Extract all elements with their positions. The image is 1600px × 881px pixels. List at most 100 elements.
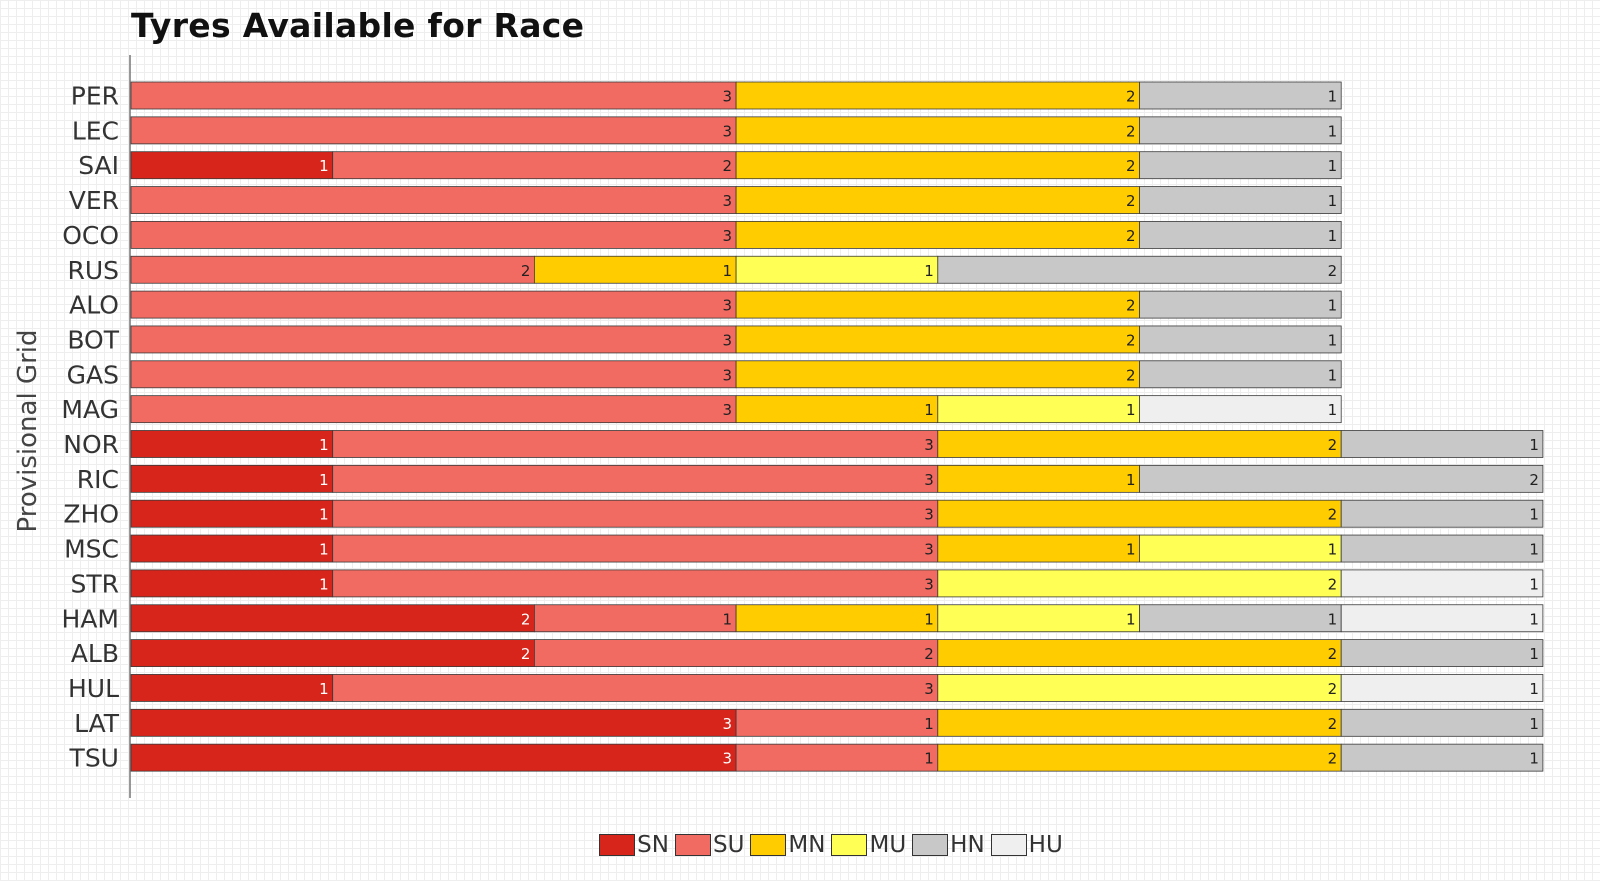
bar-oco-su: [130, 220, 737, 249]
bar-zho-hn: [1340, 499, 1544, 528]
data-label-bot-su: 3: [723, 331, 733, 349]
data-label-oco-hn: 1: [1328, 227, 1338, 245]
bar-msc-su: [332, 534, 939, 563]
data-label-rus-mn: 1: [723, 262, 733, 280]
data-label-mag-hu: 1: [1328, 401, 1338, 419]
legend-swatch-hn: [912, 834, 949, 856]
bar-alo-su: [130, 290, 737, 319]
data-label-lat-mn: 2: [1328, 715, 1338, 733]
bar-gas-mn: [735, 360, 1140, 389]
bar-hul-hu: [1340, 674, 1544, 702]
bar-mag-su: [130, 395, 737, 424]
data-label-mag-su: 3: [723, 401, 733, 419]
bar-ver-mn: [735, 186, 1140, 214]
bar-ric-hn: [1139, 464, 1544, 493]
data-label-oco-su: 3: [723, 227, 733, 245]
bar-ham-hu: [1340, 604, 1544, 633]
data-label-msc-hn: 1: [1529, 541, 1539, 559]
data-label-lec-hn: 1: [1328, 122, 1338, 140]
data-label-lec-su: 3: [723, 122, 733, 140]
y-tick-label-per: PER: [71, 82, 119, 111]
data-label-msc-sn: 1: [319, 541, 329, 559]
legend-label-hn: HN: [950, 832, 985, 858]
bar-alo-mn: [735, 290, 1140, 319]
data-label-mag-mn: 1: [924, 401, 934, 419]
bar-ham-hn: [1139, 604, 1342, 633]
bar-str-sn: [130, 569, 334, 598]
y-tick-label-nor: NOR: [63, 430, 119, 459]
bar-lat-mn: [937, 708, 1342, 737]
bar-lat-su: [735, 708, 939, 737]
data-label-ham-mn: 1: [924, 610, 934, 628]
y-tick-label-mag: MAG: [61, 395, 119, 424]
data-label-gas-mn: 2: [1126, 366, 1136, 384]
data-label-ham-mu: 1: [1126, 610, 1136, 628]
data-label-zho-sn: 1: [319, 506, 329, 524]
data-label-rus-mu: 1: [924, 262, 934, 280]
bar-gas-su: [130, 360, 737, 389]
data-label-sai-mn: 2: [1126, 157, 1136, 175]
legend-item-mu: MU: [831, 832, 906, 858]
bar-hul-sn: [130, 674, 334, 702]
bar-ric-su: [332, 464, 939, 493]
legend-swatch-sn: [599, 834, 636, 856]
y-tick-label-oco: OCO: [62, 221, 119, 250]
bar-tsu-hn: [1340, 743, 1544, 772]
data-label-oco-mn: 2: [1126, 227, 1136, 245]
bar-str-mu: [937, 569, 1342, 598]
data-label-nor-su: 3: [924, 436, 934, 454]
y-tick-label-sai: SAI: [78, 151, 119, 180]
data-label-tsu-su: 1: [924, 750, 934, 768]
legend: SN SU MN MU HN HU: [0, 832, 1600, 858]
bar-zho-mn: [937, 499, 1342, 528]
bar-nor-sn: [130, 430, 334, 458]
data-label-alb-hn: 1: [1529, 645, 1539, 663]
bar-mag-hu: [1139, 395, 1342, 424]
data-label-rus-su: 2: [521, 262, 531, 280]
data-label-lat-hn: 1: [1529, 715, 1539, 733]
legend-swatch-hu: [990, 834, 1027, 856]
legend-label-mu: MU: [869, 832, 907, 858]
y-tick-label-lec: LEC: [72, 116, 119, 145]
data-label-hul-hu: 1: [1529, 680, 1539, 698]
bar-per-su: [130, 81, 737, 110]
y-tick-label-bot: BOT: [67, 325, 119, 354]
data-label-alo-mn: 2: [1126, 297, 1136, 315]
data-label-lat-sn: 3: [723, 715, 733, 733]
data-label-per-mn: 2: [1126, 88, 1136, 106]
bar-tsu-su: [735, 743, 939, 772]
data-label-ric-su: 3: [924, 471, 934, 489]
data-label-ric-mn: 1: [1126, 471, 1136, 489]
bar-hul-su: [332, 674, 939, 702]
data-label-ham-sn: 2: [521, 610, 531, 628]
data-label-ric-sn: 1: [319, 471, 329, 489]
data-label-hul-mu: 2: [1328, 680, 1338, 698]
bar-lat-sn: [130, 708, 737, 737]
data-label-nor-sn: 1: [319, 436, 329, 454]
y-tick-label-alo: ALO: [69, 291, 119, 320]
data-label-zho-su: 3: [924, 506, 934, 524]
legend-item-su: SU: [674, 832, 745, 858]
legend-label-sn: SN: [637, 832, 669, 858]
data-label-hul-sn: 1: [319, 680, 329, 698]
bar-alb-su: [534, 639, 939, 667]
bar-bot-hn: [1139, 325, 1342, 354]
legend-swatch-mu: [831, 834, 868, 856]
bar-alb-sn: [130, 639, 535, 667]
bar-oco-hn: [1139, 220, 1342, 249]
y-tick-label-ver: VER: [69, 186, 119, 215]
legend-label-su: SU: [712, 832, 745, 858]
data-label-lat-su: 1: [924, 715, 934, 733]
data-label-alo-su: 3: [723, 297, 733, 315]
bar-ham-su: [534, 604, 737, 633]
data-label-ham-hn: 1: [1328, 610, 1338, 628]
bar-ric-sn: [130, 464, 334, 493]
bar-alo-hn: [1139, 290, 1342, 319]
bar-alb-hn: [1340, 639, 1544, 667]
data-label-per-su: 3: [723, 88, 733, 106]
bar-hul-mu: [937, 674, 1342, 702]
bar-ric-mn: [937, 464, 1140, 493]
data-label-msc-mn: 1: [1126, 541, 1136, 559]
bar-nor-mn: [937, 430, 1342, 458]
